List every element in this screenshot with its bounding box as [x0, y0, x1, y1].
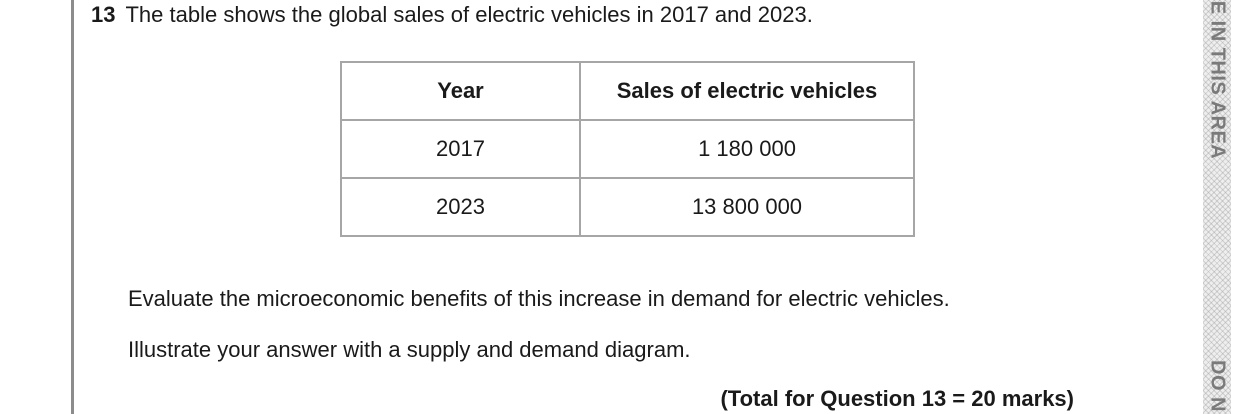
instruction-evaluate: Evaluate the microeconomic benefits of t… [128, 286, 950, 311]
do-not-write-margin-strip [1203, 0, 1231, 414]
question-text: The table shows the global sales of elec… [125, 2, 813, 27]
question-number: 13 [91, 2, 116, 27]
table-row: 2023 13 800 000 [340, 177, 915, 237]
question-stem: 13 The table shows the global sales of el… [91, 2, 813, 28]
table-row: 2017 1 180 000 [340, 119, 915, 179]
page-left-border [71, 0, 74, 414]
margin-text-bottom: DO N [1206, 360, 1229, 412]
table-header-row: Year Sales of electric vehicles [340, 61, 915, 121]
margin-text-top: E IN THIS AREA [1206, 0, 1229, 160]
instruction-illustrate: Illustrate your answer with a supply and… [128, 337, 691, 362]
cell-year: 2023 [340, 177, 581, 237]
header-year: Year [340, 61, 581, 121]
total-marks: (Total for Question 13 = 20 marks) [720, 386, 1074, 411]
cell-sales: 1 180 000 [579, 119, 915, 179]
header-sales: Sales of electric vehicles [579, 61, 915, 121]
cell-sales: 13 800 000 [579, 177, 915, 237]
cell-year: 2017 [340, 119, 581, 179]
sales-table: Year Sales of electric vehicles 2017 1 1… [340, 61, 915, 237]
